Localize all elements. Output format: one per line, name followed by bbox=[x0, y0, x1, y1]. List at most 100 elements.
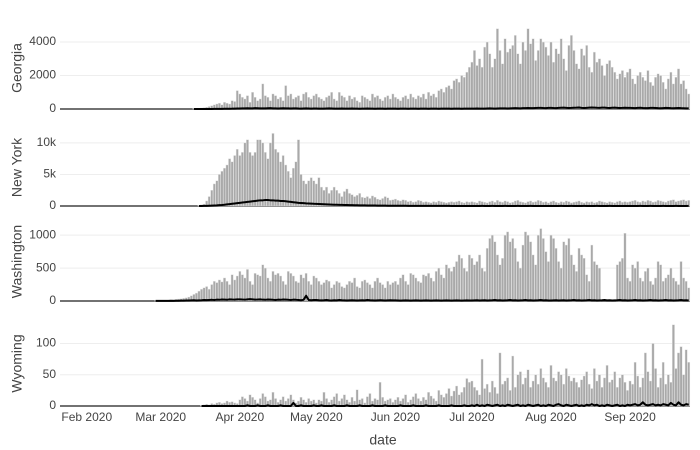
bar bbox=[536, 50, 540, 110]
bar bbox=[506, 231, 509, 302]
bar bbox=[687, 362, 691, 407]
bar bbox=[506, 377, 509, 407]
bar bbox=[503, 234, 507, 302]
bar bbox=[575, 63, 578, 110]
bar bbox=[238, 271, 242, 302]
bar bbox=[534, 60, 538, 110]
bar bbox=[442, 397, 446, 407]
bar bbox=[593, 261, 596, 302]
bar bbox=[360, 281, 364, 302]
bar bbox=[330, 287, 333, 302]
bar bbox=[314, 277, 318, 302]
bar bbox=[462, 387, 466, 407]
bar bbox=[297, 282, 300, 302]
bar bbox=[274, 398, 277, 407]
bar bbox=[452, 80, 456, 110]
bar bbox=[253, 152, 257, 207]
bar bbox=[473, 264, 476, 302]
bar bbox=[358, 193, 362, 207]
bar bbox=[654, 368, 657, 407]
y-tick-label: 0 bbox=[49, 101, 56, 115]
bar bbox=[432, 281, 436, 302]
bar bbox=[562, 58, 566, 110]
bar bbox=[261, 264, 265, 302]
bar bbox=[378, 282, 382, 302]
bar bbox=[672, 83, 675, 110]
bar bbox=[442, 92, 446, 110]
bar bbox=[343, 287, 346, 302]
bar bbox=[613, 371, 617, 407]
bar bbox=[383, 196, 387, 207]
bar bbox=[215, 180, 219, 207]
bar bbox=[593, 51, 596, 110]
bar bbox=[508, 241, 512, 302]
bar bbox=[325, 398, 328, 407]
bar bbox=[414, 98, 418, 110]
bar bbox=[340, 286, 344, 302]
bar bbox=[570, 254, 573, 302]
bar bbox=[562, 241, 566, 302]
bar bbox=[263, 396, 267, 407]
bar bbox=[582, 55, 586, 110]
bar bbox=[271, 392, 275, 407]
bar bbox=[220, 171, 224, 207]
bar bbox=[289, 273, 293, 302]
bar bbox=[442, 277, 446, 302]
bar bbox=[595, 264, 599, 302]
bar bbox=[388, 398, 392, 407]
bar bbox=[628, 281, 632, 302]
bar bbox=[485, 383, 489, 407]
bar bbox=[490, 380, 494, 407]
bar bbox=[610, 379, 614, 407]
bar bbox=[641, 77, 645, 110]
bar bbox=[299, 174, 303, 207]
bar bbox=[205, 286, 209, 302]
bar bbox=[286, 398, 290, 407]
y-tick-label: 0 bbox=[49, 198, 56, 212]
bar bbox=[511, 238, 515, 302]
bar bbox=[235, 90, 239, 110]
bar bbox=[294, 161, 298, 207]
bar bbox=[649, 380, 652, 407]
bar bbox=[353, 97, 356, 110]
bar bbox=[575, 271, 578, 302]
bar bbox=[684, 281, 688, 302]
bar bbox=[587, 383, 591, 407]
bar bbox=[348, 281, 351, 302]
bar bbox=[631, 264, 634, 302]
bar bbox=[269, 281, 272, 302]
bar bbox=[363, 97, 367, 110]
bar bbox=[230, 274, 234, 302]
bar bbox=[251, 284, 254, 302]
bar bbox=[531, 380, 535, 407]
bar bbox=[534, 264, 538, 302]
bar bbox=[355, 286, 359, 302]
bar bbox=[345, 284, 349, 302]
bar bbox=[572, 50, 576, 110]
bar bbox=[223, 277, 226, 302]
bar bbox=[325, 186, 328, 207]
bar bbox=[598, 374, 601, 407]
bar bbox=[251, 92, 254, 110]
bar bbox=[600, 387, 604, 407]
bar bbox=[641, 377, 645, 407]
bar bbox=[626, 277, 629, 302]
bar bbox=[503, 380, 507, 407]
y-axis-title: Georgia bbox=[9, 43, 25, 93]
bar bbox=[373, 281, 377, 302]
bar bbox=[539, 368, 543, 407]
bar bbox=[253, 273, 257, 302]
bar bbox=[212, 281, 216, 302]
bar bbox=[391, 282, 395, 302]
bar bbox=[475, 65, 479, 110]
bar bbox=[327, 281, 331, 302]
bar bbox=[427, 273, 430, 302]
bar bbox=[337, 92, 341, 110]
bar bbox=[590, 244, 594, 302]
bar bbox=[615, 387, 619, 407]
bar bbox=[261, 83, 265, 110]
bar bbox=[564, 244, 568, 302]
bar bbox=[366, 98, 369, 110]
bar bbox=[320, 186, 323, 207]
bar bbox=[485, 41, 489, 110]
